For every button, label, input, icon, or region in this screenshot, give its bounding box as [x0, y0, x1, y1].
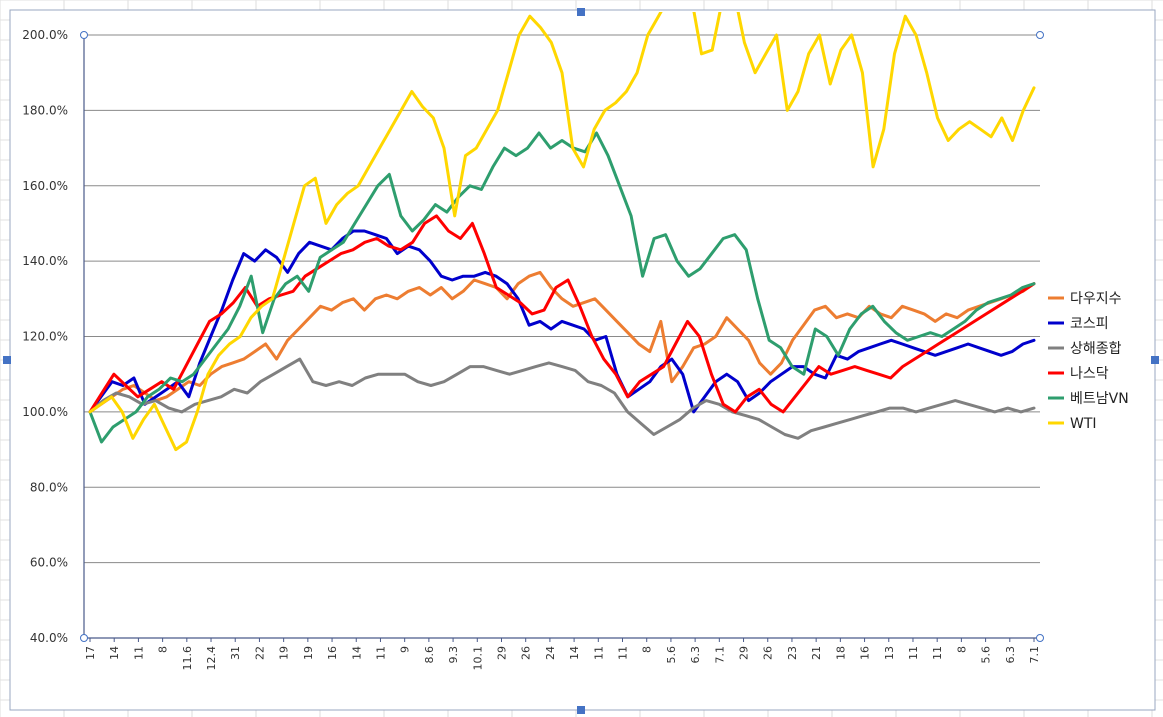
legend-label: 베트남VN: [1070, 391, 1129, 407]
x-tick-label: 9: [399, 646, 412, 653]
x-tick-label: 26: [762, 646, 775, 660]
legend-label: 코스피: [1070, 316, 1109, 332]
x-tick-label: 23: [786, 646, 799, 660]
x-tick-label: 31: [229, 646, 242, 660]
x-tick-label: 11: [931, 646, 944, 660]
selection-handles[interactable]: [3, 8, 1159, 714]
plot-area-handle[interactable]: [1036, 31, 1044, 39]
x-tick-label: 18: [834, 646, 847, 660]
y-axis-ticks: 40.0% 60.0% 80.0% 100.0% 120.0% 140.0% 160.0% 1…: [22, 28, 68, 645]
y-tick-label: 80.0%: [30, 480, 68, 494]
x-tick-label: 14: [350, 646, 363, 660]
x-tick-label: 7.1: [1028, 646, 1041, 664]
series-line-WTI: [88, 12, 1036, 452]
x-tick-label: 8: [955, 646, 968, 653]
x-tick-label: 19: [278, 646, 291, 660]
y-tick-label: 180.0%: [22, 103, 68, 117]
x-tick-label: 6.3: [689, 646, 702, 664]
x-tick-label: 13: [883, 646, 896, 660]
series-line-나스닥: [88, 214, 1036, 414]
y-tick-label: 100.0%: [22, 405, 68, 419]
y-tick-label: 120.0%: [22, 330, 68, 344]
resize-handle[interactable]: [1151, 356, 1159, 364]
resize-handle[interactable]: [577, 8, 585, 16]
x-tick-label: 14: [108, 646, 121, 660]
x-tick-label: 7.1: [713, 646, 726, 664]
x-tick-label: 6.3: [1004, 646, 1017, 664]
x-tick-label: 8: [641, 646, 654, 653]
series-line-상해종합: [88, 357, 1036, 440]
chart-area[interactable]: [9, 9, 1156, 711]
x-tick-label: 16: [859, 646, 872, 660]
x-tick-label: 11: [907, 646, 920, 660]
plot-area-handle[interactable]: [1036, 634, 1044, 642]
x-tick-label: 26: [520, 646, 533, 660]
x-tick-label: 8.6: [423, 646, 436, 664]
legend-label: 나스닥: [1070, 366, 1109, 382]
x-tick-label: 10.1: [471, 646, 484, 671]
x-tick-label: 11: [374, 646, 387, 660]
x-tick-label: 11: [132, 646, 145, 660]
x-tick-label: 19: [302, 646, 315, 660]
series-line-코스피: [88, 229, 1036, 414]
series-lines: [88, 12, 1036, 452]
plot-area-handle[interactable]: [80, 31, 88, 39]
x-tick-label: 12.4: [205, 646, 218, 671]
series-line-베트남VN: [88, 131, 1036, 444]
x-tick-label: 5.6: [665, 646, 678, 664]
y-tick-label: 60.0%: [30, 556, 68, 570]
legend-label: 상해종합: [1070, 341, 1122, 357]
x-tick-label: 29: [738, 646, 751, 660]
y-tick-label: 160.0%: [22, 179, 68, 193]
x-tick-label: 29: [495, 646, 508, 660]
gridlines: [83, 34, 1040, 639]
x-tick-label: 14: [568, 646, 581, 660]
x-tick-label: 22: [253, 646, 266, 660]
plot-area-handle[interactable]: [80, 634, 88, 642]
x-tick-label: 5.6: [980, 646, 993, 664]
legend-label: WTI: [1070, 416, 1097, 432]
x-tick-label: 17: [84, 646, 97, 660]
x-tick-label: 24: [544, 646, 557, 660]
x-tick-label: 9.3: [447, 646, 460, 664]
y-tick-label: 140.0%: [22, 254, 68, 268]
y-tick-label: 200.0%: [22, 28, 68, 42]
resize-handle[interactable]: [3, 356, 11, 364]
resize-handle[interactable]: [577, 706, 585, 714]
x-tick-label: 16: [326, 646, 339, 660]
x-tick-label: 21: [810, 646, 823, 660]
x-tick-label: 11: [617, 646, 630, 660]
y-tick-label: 40.0%: [30, 631, 68, 645]
x-tick-label: 8: [157, 646, 170, 653]
x-tick-label: 11.6: [181, 646, 194, 671]
x-axis-ticks: 17 14 11 8 11.6 12.4 31 22 19 19 16 14 11 9 8.6 9.3 10.1…: [84, 638, 1041, 671]
x-tick-label: 11: [592, 646, 605, 660]
legend-label: 다우지수: [1070, 291, 1122, 307]
